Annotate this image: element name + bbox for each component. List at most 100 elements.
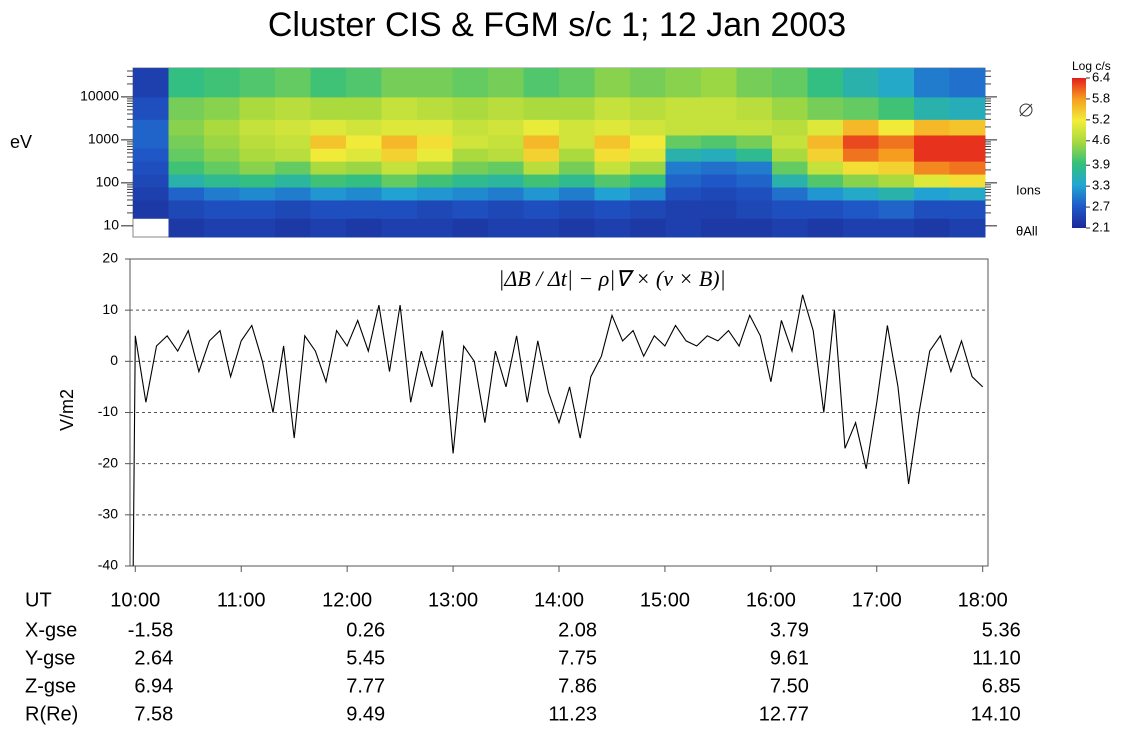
spectrogram-cell — [914, 96, 950, 120]
spectrogram-cell — [133, 68, 169, 98]
table-value: 3.79 — [770, 619, 809, 641]
spectrogram-cell — [204, 68, 240, 98]
spectrogram-cell — [594, 96, 631, 120]
spectrogram-cell — [204, 161, 240, 175]
table-value: 6.94 — [134, 675, 173, 697]
spectrogram-cell — [843, 134, 879, 149]
spectrogram-cell — [275, 68, 311, 98]
spectrogram-cell — [914, 119, 950, 136]
spectrogram-cell — [204, 134, 240, 149]
spectrogram-cell — [559, 148, 595, 162]
spectrogram-cell — [772, 134, 808, 149]
spectrogram-cell — [239, 199, 276, 219]
spectrogram-cell — [523, 134, 560, 149]
spectrogram-cell — [878, 199, 915, 219]
table-label: Y-gse — [25, 647, 75, 669]
spectrogram-cell — [843, 199, 879, 219]
spectrogram-cell — [452, 119, 489, 136]
spectrogram-cell — [878, 96, 915, 120]
spectrogram-cell — [807, 68, 844, 98]
spectrogram-cell — [381, 161, 418, 175]
spectrogram-cell — [133, 187, 169, 201]
x-tick-label: 15:00 — [640, 589, 690, 611]
spectrogram-cell — [488, 218, 524, 238]
spectrogram-cell — [878, 218, 915, 238]
spectrogram-cell — [239, 218, 276, 238]
colorbar-tick-label: 5.2 — [1092, 111, 1110, 126]
spectrogram-cell — [736, 218, 773, 238]
spectrogram-cell — [701, 218, 737, 238]
spectrogram-cell — [523, 148, 560, 162]
x-tick-label: 12:00 — [322, 589, 372, 611]
spectrogram-cell — [701, 119, 737, 136]
spectrogram-cell — [452, 148, 489, 162]
spectrogram-cell — [807, 161, 844, 175]
colorbar — [1072, 78, 1086, 228]
y-tick-label: -10 — [98, 403, 118, 419]
spectrogram-cell — [452, 174, 489, 188]
spectrogram-cell — [452, 218, 489, 238]
spectrogram-cell — [523, 161, 560, 175]
table-value: 7.86 — [558, 675, 597, 697]
colorbar-tick-label: 3.9 — [1092, 157, 1110, 172]
spectrogram-cell — [736, 134, 773, 149]
spectrogram-cell — [949, 199, 986, 219]
spectrogram-cell — [275, 199, 311, 219]
spectrogram-cell — [665, 68, 702, 98]
spectrogram-cell — [594, 199, 631, 219]
spectrogram-cell — [310, 161, 347, 175]
spectrogram-cell — [275, 96, 311, 120]
spectrogram-cell — [843, 148, 879, 162]
spectrogram-cell — [630, 187, 666, 201]
spectrogram-cell — [843, 119, 879, 136]
spectrogram-cell — [239, 187, 276, 201]
spectrogram-cell — [204, 96, 240, 120]
table-value: -1.58 — [128, 619, 174, 641]
spectrogram-cell — [488, 187, 524, 201]
spectrogram-cell — [168, 199, 205, 219]
y-tick-label: 10 — [102, 301, 118, 317]
table-value: 7.77 — [346, 675, 385, 697]
spectrogram-cell — [346, 119, 382, 136]
spectrogram-cell — [381, 174, 418, 188]
spectrogram-cell — [239, 161, 276, 175]
spectrogram-cell — [417, 174, 453, 188]
spectrogram-cell — [630, 174, 666, 188]
spectrogram-cell — [452, 161, 489, 175]
y-tick-label: 20 — [102, 250, 118, 266]
spectrogram-cell — [914, 174, 950, 188]
spectrogram-cell — [914, 199, 950, 219]
spectrogram-cell — [488, 134, 524, 149]
spectrogram-cell — [417, 148, 453, 162]
spectrogram-cell — [736, 187, 773, 201]
y-tick-label: 0 — [110, 352, 118, 368]
spectrogram-cell — [381, 148, 418, 162]
spectrogram-cell — [168, 96, 205, 120]
x-tick-label: 16:00 — [746, 589, 796, 611]
spectrogram-cell — [772, 96, 808, 120]
spectrogram-cell — [346, 96, 382, 120]
spectrogram-cell — [736, 161, 773, 175]
spectrogram-cell — [594, 174, 631, 188]
table-value: 6.85 — [982, 675, 1021, 697]
table-label: X-gse — [25, 619, 77, 641]
spectrogram-cell — [275, 187, 311, 201]
spectrogram-cell — [239, 148, 276, 162]
spectrogram-cell — [949, 119, 986, 136]
annotation: Ions — [1016, 182, 1041, 197]
spectrogram-cell — [168, 119, 205, 136]
spectrogram-cell — [807, 119, 844, 136]
spectrogram-cell — [772, 174, 808, 188]
line-series — [132, 294, 984, 567]
spectrogram-cell — [878, 187, 915, 201]
spectrogram-cell — [594, 187, 631, 201]
spectrogram-cell — [452, 187, 489, 201]
spectrogram-cell — [417, 218, 453, 238]
spectrogram-cell — [665, 199, 702, 219]
spectrogram-cell — [878, 161, 915, 175]
table-value: 14.10 — [971, 703, 1021, 725]
spectrogram-cell — [310, 187, 347, 201]
spectrogram-cell — [701, 161, 737, 175]
table-value: 7.58 — [134, 703, 173, 725]
formula: |ΔB / Δt| − ρ|∇ × (v × B)| — [498, 266, 725, 291]
